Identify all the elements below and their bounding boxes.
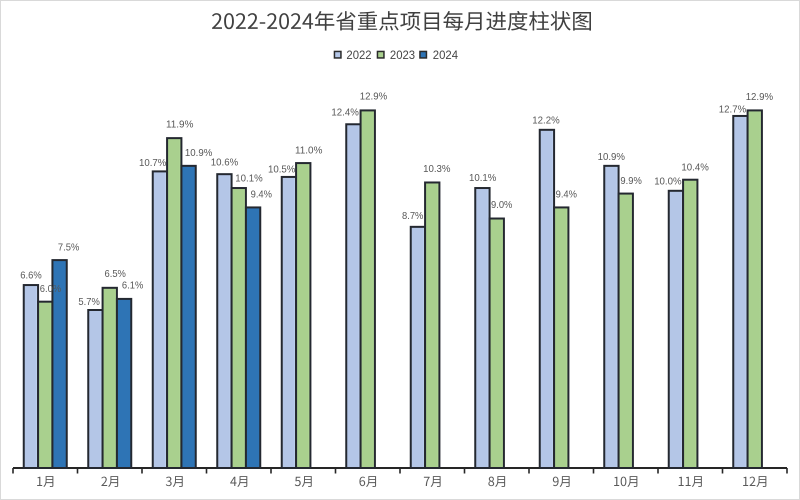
svg-text:10.4%: 10.4% (681, 161, 708, 173)
svg-text:12.9%: 12.9% (746, 91, 773, 103)
svg-text:10.7%: 10.7% (139, 157, 166, 169)
svg-text:11.9%: 11.9% (166, 119, 193, 131)
svg-text:5.7%: 5.7% (78, 296, 99, 308)
svg-text:2023: 2023 (390, 48, 415, 62)
svg-text:9.4%: 9.4% (251, 188, 272, 200)
svg-text:6.5%: 6.5% (105, 268, 126, 280)
svg-text:6.6%: 6.6% (20, 269, 41, 281)
svg-text:10.9%: 10.9% (185, 147, 212, 159)
svg-text:10.9%: 10.9% (598, 151, 625, 163)
svg-text:9.0%: 9.0% (491, 199, 512, 211)
svg-text:12.9%: 12.9% (360, 91, 387, 103)
svg-text:10.1%: 10.1% (235, 173, 262, 185)
svg-text:10.5%: 10.5% (268, 163, 295, 175)
svg-text:11.0%: 11.0% (295, 145, 322, 157)
svg-text:10.0%: 10.0% (654, 176, 681, 188)
svg-text:2022: 2022 (346, 48, 371, 62)
svg-text:9.9%: 9.9% (620, 175, 641, 187)
svg-text:8.7%: 8.7% (402, 210, 423, 222)
svg-text:10.3%: 10.3% (423, 163, 450, 175)
svg-text:10.1%: 10.1% (469, 172, 496, 184)
svg-text:6.1%: 6.1% (122, 280, 143, 292)
svg-text:7.5%: 7.5% (58, 242, 79, 254)
svg-text:6.0%: 6.0% (40, 283, 61, 295)
svg-text:12.2%: 12.2% (532, 115, 559, 127)
svg-text:2024: 2024 (433, 48, 458, 62)
svg-text:10.6%: 10.6% (211, 157, 238, 169)
svg-text:9.4%: 9.4% (556, 188, 577, 200)
svg-text:12.7%: 12.7% (719, 104, 746, 116)
svg-text:12.4%: 12.4% (331, 107, 358, 119)
